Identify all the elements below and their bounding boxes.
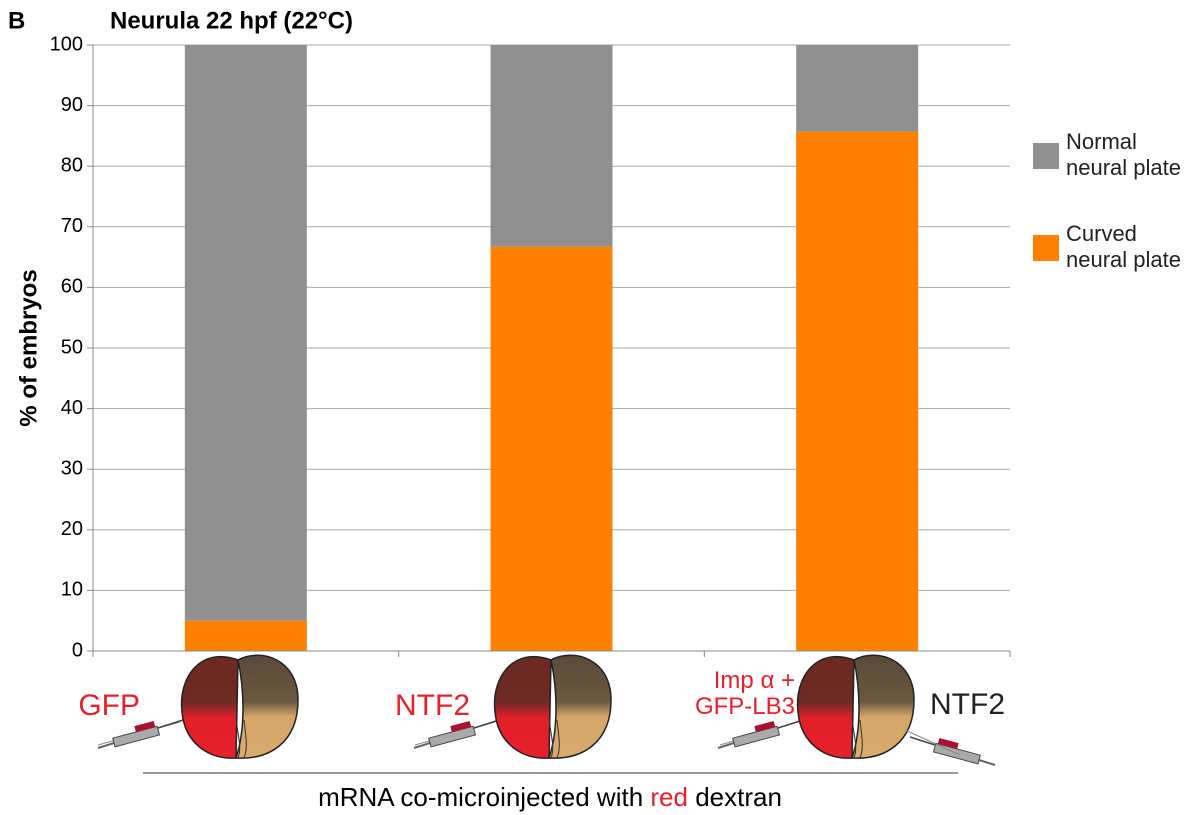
legend-swatch — [1033, 143, 1059, 169]
y-tick-label: 90 — [61, 94, 83, 116]
y-tick-label: 40 — [61, 397, 83, 419]
legend-label: Normal neural plate — [1066, 129, 1196, 181]
legend-swatch — [1033, 235, 1059, 261]
y-tick-label: 30 — [61, 457, 83, 479]
y-tick-label: 70 — [61, 215, 83, 237]
bar-segment — [796, 132, 918, 651]
x-label-part: mRNA co-microinjected with — [318, 782, 643, 812]
co-injected-label: NTF2 — [930, 692, 1005, 718]
y-axis-label: % of embryos — [15, 269, 42, 426]
category-label: GFP — [40, 690, 140, 722]
x-axis-label: mRNA co-microinjected with red dextran — [318, 782, 782, 812]
y-tick-label: 0 — [72, 639, 83, 661]
chart: B Neurula 22 hpf (22°C) % of embryos mRN… — [0, 0, 1203, 815]
x-label-part: red — [650, 782, 688, 812]
bar-segment — [491, 247, 613, 651]
y-tick-label: 60 — [61, 276, 83, 298]
category-label: NTF2 — [350, 690, 470, 722]
panel-label: B — [8, 7, 25, 34]
bar-segment — [185, 621, 307, 651]
bar-segment — [491, 45, 613, 247]
y-tick-label: 20 — [61, 518, 83, 540]
x-label-part: dextran — [695, 782, 782, 812]
page: B Neurula 22 hpf (22°C) % of embryos mRN… — [0, 0, 1203, 815]
y-tick-label: 100 — [50, 33, 83, 55]
bar-segment — [185, 45, 307, 621]
category-label: Imp α + GFP-LB3 — [655, 668, 795, 720]
bar-segment — [796, 45, 918, 132]
embryo-illustrations — [98, 655, 995, 773]
y-tick-label: 80 — [61, 154, 83, 176]
legend-label: Curved neural plate — [1066, 221, 1196, 273]
chart-title: Neurula 22 hpf (22°C) — [110, 7, 353, 34]
y-tick-label: 50 — [61, 336, 83, 358]
y-tick-label: 10 — [61, 579, 83, 601]
